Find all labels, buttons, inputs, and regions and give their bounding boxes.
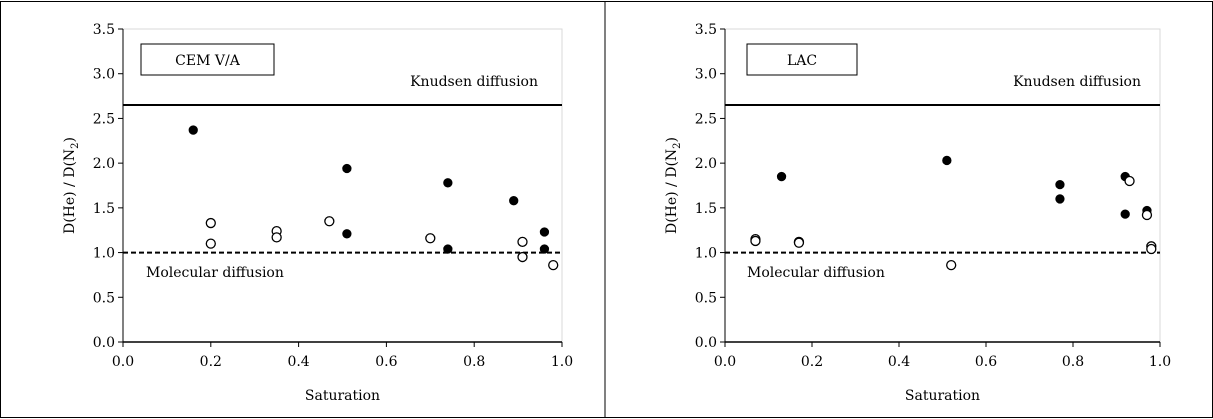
y-axis-title-main: D(He) / D(N xyxy=(62,149,78,234)
x-tick-label: 0.2 xyxy=(200,354,222,370)
data-point-open xyxy=(1124,175,1135,187)
y-tick-label: 1.5 xyxy=(93,201,115,217)
legend-box xyxy=(746,43,858,76)
y-tick-label: 2.0 xyxy=(695,156,717,172)
data-point-filled xyxy=(942,155,952,166)
data-point-open xyxy=(1141,209,1153,221)
legend-label: CEM V/A xyxy=(175,53,241,69)
y-tick-label: 3.5 xyxy=(695,22,717,38)
data-point-filled xyxy=(509,196,519,206)
data-point-filled xyxy=(539,244,550,254)
molecular-label: Molecular diffusion xyxy=(146,265,284,281)
data-point-open xyxy=(793,237,805,248)
legend-label: LAC xyxy=(787,53,817,69)
data-point-open xyxy=(324,216,335,227)
y-axis-title-subscript: 2 xyxy=(70,142,81,148)
data-point-open xyxy=(1146,243,1157,255)
chart-panel-1: 0.0 0.5 1.0 1.5 2.0 2.5 3.0 3.5 0.0 0.2 0.4 0.6 0.8 1… xyxy=(0,1,606,418)
data-point-filled xyxy=(776,171,787,182)
y-tick-label: 3.0 xyxy=(93,67,115,83)
data-point-filled xyxy=(342,229,352,239)
data-point-open xyxy=(946,259,957,271)
x-tick-label: 0.2 xyxy=(801,354,823,370)
data-point-filled xyxy=(1055,194,1065,204)
y-tick-label: 3.0 xyxy=(695,67,717,83)
x-tick-label: 1.0 xyxy=(551,354,573,370)
y-axis-title-subscript: 2 xyxy=(672,142,683,148)
data-point-filled xyxy=(443,178,453,188)
knudsen-label: Knudsen diffusion xyxy=(1013,74,1141,90)
y-tick-label: 0.0 xyxy=(93,335,115,351)
data-point-open xyxy=(517,236,528,247)
data-point-open xyxy=(205,238,216,249)
data-point-filled xyxy=(342,163,352,174)
knudsen-label: Knudsen diffusion xyxy=(410,74,538,90)
data-point-open xyxy=(205,217,216,229)
y-tick-label: 2.5 xyxy=(93,111,115,127)
data-point-filled xyxy=(1120,209,1130,219)
data-point-open xyxy=(271,232,282,243)
y-axis-title-close: ) xyxy=(62,137,78,142)
y-tick-label: 1.0 xyxy=(93,246,115,262)
x-tick-label: 0.6 xyxy=(975,354,997,370)
chart-panel-2: 0.0 0.5 1.0 1.5 2.0 2.5 3.0 3.5 0.0 0.2 0.4 0.6 0.8 1… xyxy=(604,1,1213,418)
data-point-open xyxy=(517,251,528,263)
x-tick-label: 0.0 xyxy=(714,354,736,370)
x-tick-label: 1.0 xyxy=(1149,354,1171,370)
y-tick-label: 0.5 xyxy=(93,290,115,306)
y-axis-title: D(He) / D(N2) xyxy=(664,137,683,234)
y-tick-label: 2.5 xyxy=(695,111,717,127)
y-tick-label: 3.5 xyxy=(93,22,115,38)
x-tick-label: 0.6 xyxy=(375,354,397,370)
y-tick-label: 2.0 xyxy=(93,156,115,172)
legend-box xyxy=(140,43,275,76)
molecular-label: Molecular diffusion xyxy=(747,265,885,281)
x-tick-label: 0.4 xyxy=(287,354,309,370)
data-point-open xyxy=(750,235,761,247)
data-point-filled xyxy=(443,244,453,254)
x-axis-title: Saturation xyxy=(305,388,380,404)
x-axis-title: Saturation xyxy=(905,388,980,404)
x-tick-label: 0.0 xyxy=(112,354,134,370)
x-tick-label: 0.8 xyxy=(463,354,485,370)
y-tick-label: 1.5 xyxy=(695,201,717,217)
data-point-filled xyxy=(188,125,198,135)
y-axis-title-close: ) xyxy=(664,137,680,142)
data-point-open xyxy=(548,259,559,271)
y-tick-label: 0.0 xyxy=(695,335,717,351)
data-point-open xyxy=(425,233,436,244)
x-tick-label: 0.8 xyxy=(1062,354,1084,370)
y-tick-label: 1.0 xyxy=(695,246,717,262)
x-tick-label: 0.4 xyxy=(888,354,910,370)
y-tick-label: 0.5 xyxy=(695,290,717,306)
y-axis-title-main: D(He) / D(N xyxy=(664,149,680,234)
y-axis-title: D(He) / D(N2) xyxy=(62,137,81,234)
data-point-filled xyxy=(1055,179,1065,190)
data-point-filled xyxy=(539,227,550,237)
